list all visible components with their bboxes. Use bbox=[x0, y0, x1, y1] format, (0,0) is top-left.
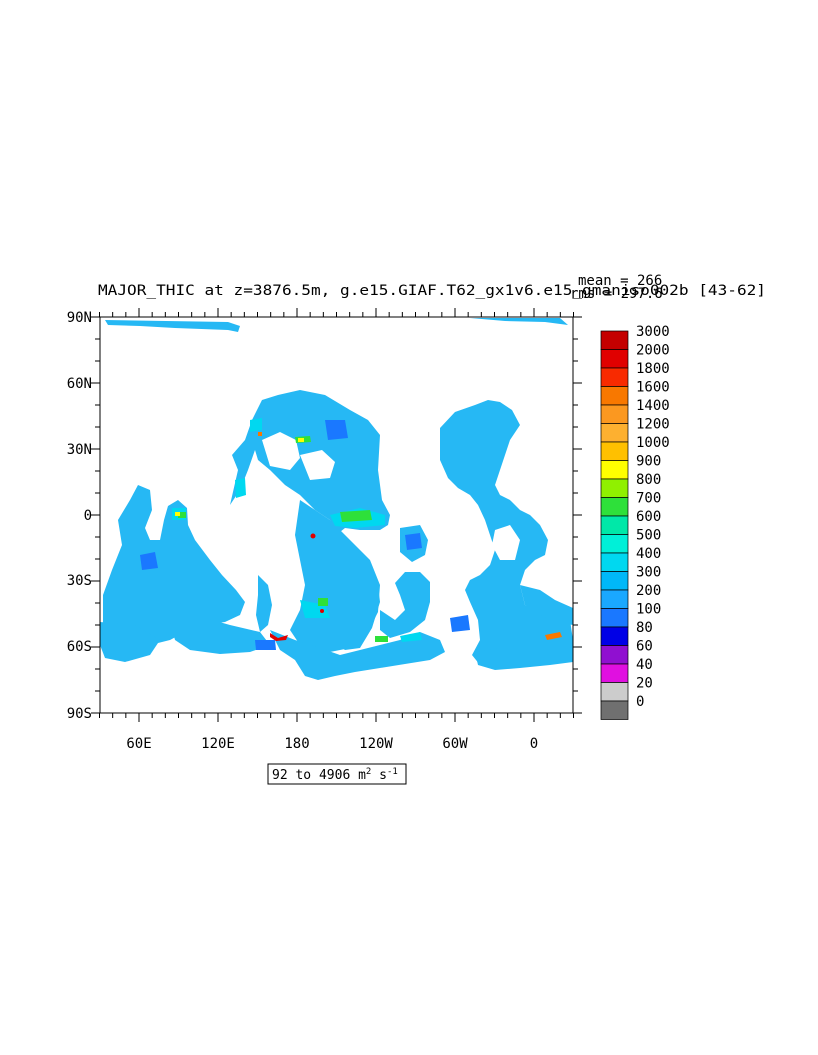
map-title: MAJOR_THIC at z=3876.5m, g.e15.GIAF.T62_… bbox=[98, 283, 766, 299]
colorbar: 3000200018001600140012001000900800700600… bbox=[600, 324, 670, 720]
y-tick-label: 90N bbox=[67, 310, 92, 326]
colorbar-swatch bbox=[600, 330, 629, 350]
colorbar-label: 300 bbox=[636, 565, 661, 581]
colorbar-swatch bbox=[600, 700, 629, 720]
colorbar-label: 1000 bbox=[636, 435, 670, 451]
range-label-exp1: 2 bbox=[366, 767, 371, 777]
colorbar-label: 40 bbox=[636, 657, 653, 673]
colorbar-swatch bbox=[600, 478, 629, 498]
accent-yellow bbox=[175, 438, 304, 516]
colorbar-swatch bbox=[600, 404, 629, 424]
ocean-region-arctic-east bbox=[470, 318, 568, 325]
colorbar-swatch bbox=[600, 515, 629, 535]
range-label-text: 92 to 4906 m2 s-1 bbox=[272, 767, 398, 783]
x-tick-label: 0 bbox=[530, 736, 538, 752]
colorbar-swatch bbox=[600, 608, 629, 628]
colorbar-swatch bbox=[600, 349, 629, 369]
y-tick-label: 30N bbox=[67, 442, 92, 458]
colorbar-label: 400 bbox=[636, 546, 661, 562]
colorbar-swatch bbox=[600, 682, 629, 702]
colorbar-label: 1600 bbox=[636, 380, 670, 396]
axis-ticks bbox=[91, 308, 582, 722]
y-tick-label: 30S bbox=[67, 573, 92, 589]
colorbar-label: 0 bbox=[636, 694, 644, 710]
colorbar-swatch bbox=[600, 645, 629, 665]
ocean-region-tasman bbox=[256, 575, 272, 632]
colorbar-swatch bbox=[600, 534, 629, 554]
range-label-exp2: -1 bbox=[387, 767, 398, 777]
x-tick-label: 120E bbox=[201, 736, 235, 752]
ocean-region-southern-west bbox=[100, 622, 160, 662]
colorbar-swatch bbox=[600, 441, 629, 461]
colorbar-label: 600 bbox=[636, 509, 661, 525]
colorbar-label: 1800 bbox=[636, 361, 670, 377]
colorbar-label: 60 bbox=[636, 639, 653, 655]
land-mass-atlantic-island bbox=[492, 525, 520, 560]
ocean-region-arctic-west bbox=[105, 320, 240, 332]
colorbar-swatch bbox=[600, 460, 629, 480]
colorbar-swatch bbox=[600, 571, 629, 591]
ocean-region-indian-south bbox=[170, 618, 270, 654]
land-mass-philippines bbox=[258, 484, 280, 508]
colorbar-label: 700 bbox=[636, 491, 661, 507]
rms-value: rms = 297.6 bbox=[570, 286, 663, 302]
y-tick-label: 60N bbox=[67, 376, 92, 392]
ocean-region-south-pacific-east bbox=[380, 572, 430, 638]
colorbar-swatch bbox=[600, 663, 629, 683]
colorbar-label: 1200 bbox=[636, 417, 670, 433]
ocean-region-indian bbox=[103, 485, 245, 655]
y-tick-label: 90S bbox=[67, 706, 92, 722]
mean-value: mean = 266 bbox=[578, 273, 662, 289]
colorbar-label: 80 bbox=[636, 620, 653, 636]
colorbar-swatch bbox=[600, 497, 629, 517]
x-tick-label: 180 bbox=[284, 736, 309, 752]
colorbar-label: 20 bbox=[636, 676, 653, 692]
colorbar-label: 3000 bbox=[636, 324, 670, 340]
x-tick-label: 60W bbox=[442, 736, 468, 752]
y-tick-label: 60S bbox=[67, 639, 92, 655]
colorbar-swatch bbox=[600, 552, 629, 572]
y-axis-labels: 90N 60N 30N 0 30S 60S 90S bbox=[67, 310, 92, 722]
accent-deep bbox=[140, 420, 470, 650]
colorbar-label: 100 bbox=[636, 602, 661, 618]
ocean-region-southern-east bbox=[475, 640, 573, 670]
ocean-region-southern-central bbox=[270, 630, 445, 680]
colorbar-swatch bbox=[600, 423, 629, 443]
colorbar-swatch bbox=[600, 386, 629, 406]
range-label-prefix: 92 to 4906 m bbox=[272, 768, 366, 783]
colorbar-label: 200 bbox=[636, 583, 661, 599]
ocean-region-south-atlantic bbox=[520, 585, 573, 625]
range-label-middle: s bbox=[371, 768, 387, 783]
x-axis-labels: 60E 120E 180 120W 60W 0 bbox=[126, 736, 538, 752]
colorbar-label: 900 bbox=[636, 454, 661, 470]
colorbar-swatch bbox=[600, 589, 629, 609]
accent-orange bbox=[258, 432, 562, 640]
map-field bbox=[100, 318, 573, 680]
x-tick-label: 120W bbox=[359, 736, 393, 752]
colorbar-label: 2000 bbox=[636, 343, 670, 359]
accent-hotspots bbox=[270, 533, 324, 641]
land-mass-africa bbox=[505, 472, 545, 515]
colorbar-label: 1400 bbox=[636, 398, 670, 414]
colorbar-swatch bbox=[600, 367, 629, 387]
range-label: 92 to 4906 m2 s-1 bbox=[267, 763, 407, 785]
land-mass-asia-interior bbox=[262, 432, 300, 470]
y-tick-label: 0 bbox=[84, 508, 92, 524]
x-tick-label: 60E bbox=[126, 736, 151, 752]
colorbar-swatch bbox=[600, 626, 629, 646]
land-mass-pacific-island bbox=[300, 450, 335, 480]
colorbar-label: 500 bbox=[636, 528, 661, 544]
range-label-box bbox=[267, 763, 407, 785]
colorbar-label: 800 bbox=[636, 472, 661, 488]
